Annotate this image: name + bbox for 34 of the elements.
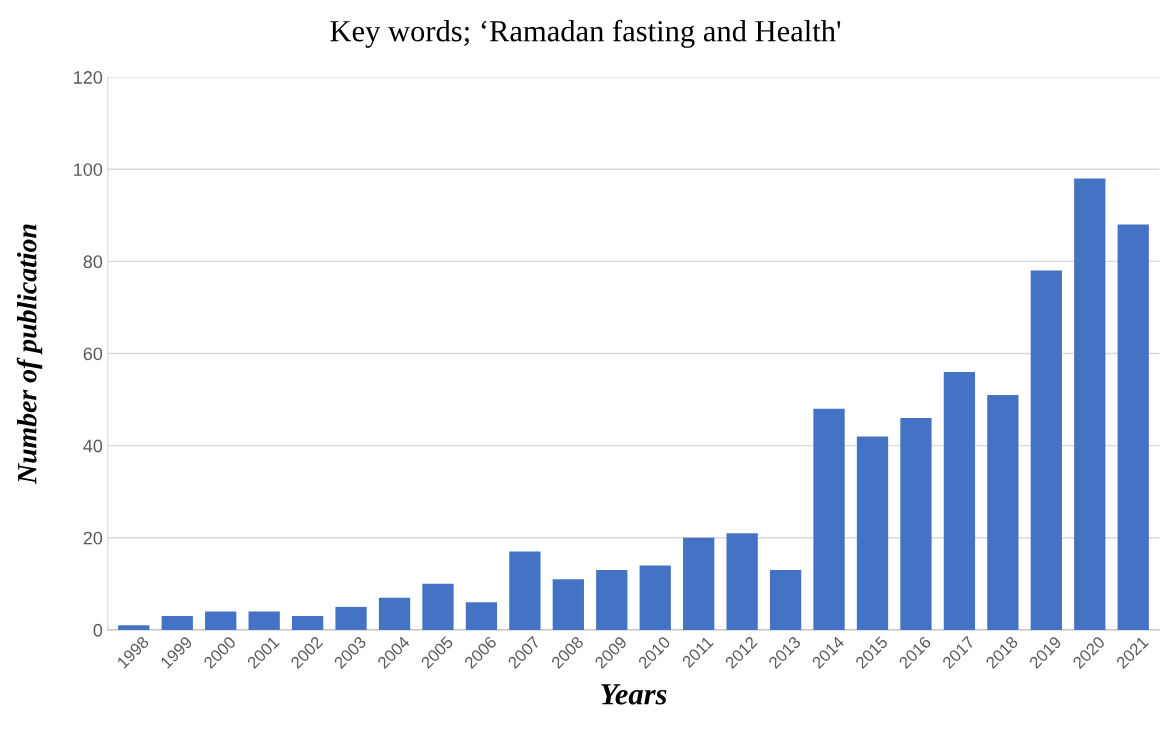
y-axis-title: Number of publication bbox=[16, 224, 43, 485]
y-tick-label: 40 bbox=[83, 439, 103, 453]
bar bbox=[987, 394, 1019, 630]
y-tick-label: 100 bbox=[74, 163, 103, 176]
bar bbox=[378, 597, 411, 630]
bar bbox=[422, 583, 454, 630]
y-tick-label: 60 bbox=[83, 347, 103, 361]
bar bbox=[1074, 178, 1106, 630]
y-tick-label: 80 bbox=[83, 255, 103, 269]
y-tick-label: 120 bbox=[74, 71, 103, 84]
bar bbox=[856, 436, 889, 630]
bar bbox=[205, 611, 237, 630]
bar bbox=[161, 616, 193, 630]
bar bbox=[335, 606, 367, 630]
bar bbox=[465, 602, 498, 630]
bar bbox=[943, 371, 976, 630]
bar bbox=[813, 408, 845, 630]
bar bbox=[291, 616, 324, 630]
y-tick-label: 20 bbox=[83, 531, 103, 545]
bar bbox=[248, 611, 280, 630]
bar bbox=[1117, 224, 1149, 630]
bar bbox=[1030, 270, 1062, 630]
bar bbox=[552, 579, 584, 630]
x-axis-title: Years bbox=[601, 684, 667, 705]
bar bbox=[900, 418, 932, 630]
y-tick-label: 0 bbox=[93, 623, 103, 637]
bar bbox=[596, 570, 628, 630]
bar bbox=[509, 551, 541, 630]
bar bbox=[726, 533, 758, 630]
bar bbox=[683, 537, 715, 630]
bar bbox=[118, 625, 150, 630]
chart-title: Key words; ‘Ramadan fasting and Health' bbox=[330, 19, 841, 48]
bar bbox=[639, 565, 671, 630]
bar bbox=[769, 570, 802, 630]
